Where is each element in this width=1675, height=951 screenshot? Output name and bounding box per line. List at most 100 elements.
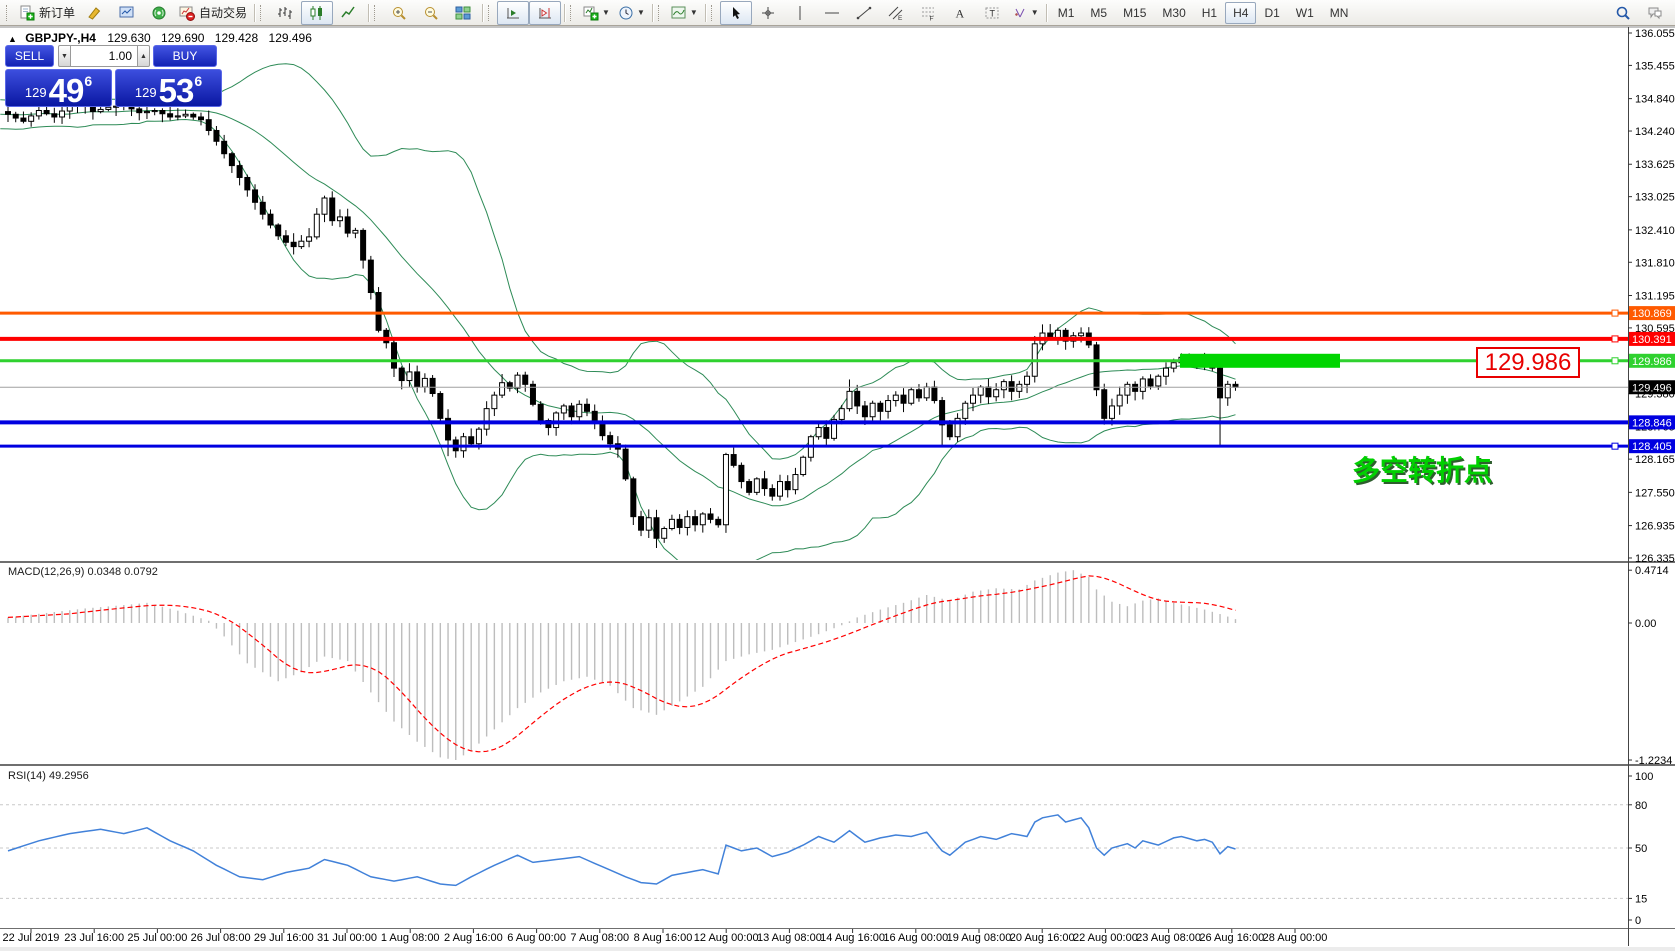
- toolbar-separator: [1045, 3, 1047, 22]
- zoom-in-button[interactable]: [383, 1, 415, 25]
- svg-text:14 Aug 16:00: 14 Aug 16:00: [820, 932, 885, 944]
- svg-text:22 Jul 2019: 22 Jul 2019: [3, 932, 60, 944]
- cursor-tool-button[interactable]: [719, 0, 752, 25]
- svg-text:127.550: 127.550: [1635, 487, 1675, 499]
- market-watch-button[interactable]: [111, 1, 143, 25]
- tile-windows-button[interactable]: [447, 1, 479, 25]
- sell-button[interactable]: SELL: [5, 45, 54, 67]
- crosshair-tool-button[interactable]: [752, 1, 784, 25]
- toolbar-group-handle[interactable]: [374, 4, 379, 21]
- svg-text:31 Jul 00:00: 31 Jul 00:00: [317, 932, 377, 944]
- tile-icon: [455, 5, 471, 21]
- svg-text:29 Jul 16:00: 29 Jul 16:00: [254, 932, 314, 944]
- zoom-out-button[interactable]: [415, 1, 447, 25]
- signals-button[interactable]: [143, 1, 175, 25]
- symbol-period-label: GBPJPY-,H4: [25, 31, 96, 45]
- svg-text:128.846: 128.846: [1632, 417, 1672, 429]
- trendline-tool-button[interactable]: [848, 1, 880, 25]
- toolbar-group-handle[interactable]: [488, 4, 493, 21]
- price-callout-box[interactable]: 129.986: [1476, 347, 1580, 378]
- svg-text:130.391: 130.391: [1632, 334, 1672, 346]
- auto-scroll-button[interactable]: [497, 0, 530, 25]
- text-label-tool-button[interactable]: T: [976, 1, 1008, 25]
- timeframe-d1-button[interactable]: D1: [1264, 5, 1280, 20]
- buy-button[interactable]: BUY: [153, 45, 217, 67]
- hline-handle[interactable]: [1611, 357, 1619, 365]
- toolbar-group-handle[interactable]: [570, 4, 575, 21]
- svg-text:134.240: 134.240: [1635, 126, 1675, 138]
- dropdown-caret-icon[interactable]: ▼: [602, 8, 610, 17]
- svg-text:128.165: 128.165: [1635, 454, 1675, 466]
- community-chat-button[interactable]: [1639, 1, 1671, 25]
- hline-handle[interactable]: [1611, 309, 1619, 317]
- svg-text:26 Jul 08:00: 26 Jul 08:00: [191, 932, 251, 944]
- dropdown-caret-icon[interactable]: ▼: [1030, 8, 1039, 17]
- timeframe-m1-button[interactable]: M1: [1057, 5, 1075, 20]
- dropdown-caret-icon[interactable]: ▼: [689, 8, 698, 17]
- svg-text:130.869: 130.869: [1632, 308, 1672, 320]
- chart-template-button[interactable]: ▼: [667, 1, 702, 25]
- horizontal-line-tool-button[interactable]: [816, 1, 848, 25]
- highlight-zone-rect[interactable]: [1180, 353, 1340, 368]
- macd-indicator-label: MACD(12,26,9) 0.0348 0.0792: [8, 566, 158, 578]
- sell-price-button[interactable]: 129 49 6: [5, 69, 112, 107]
- timeframe-h1-button[interactable]: H1: [1201, 5, 1218, 20]
- svg-text:126.935: 126.935: [1635, 521, 1675, 533]
- buy-price-button[interactable]: 129 53 6: [115, 69, 222, 107]
- arrows-tool-button[interactable]: ▼: [1008, 1, 1043, 25]
- bar-chart-mode-button[interactable]: [269, 1, 301, 25]
- svg-text:15: 15: [1635, 893, 1647, 905]
- svg-text:129.496: 129.496: [1632, 382, 1672, 394]
- auto-trading-button[interactable]: 自动交易: [175, 1, 251, 25]
- volume-decrease-button[interactable]: ▼: [58, 45, 71, 67]
- label-t-icon: T: [984, 5, 1000, 21]
- timeframe-h4-button[interactable]: H4: [1225, 1, 1257, 24]
- volume-input[interactable]: [71, 45, 137, 67]
- svg-text:25 Jul 00:00: 25 Jul 00:00: [127, 932, 187, 944]
- toolbar-separator: [254, 3, 256, 22]
- search-button[interactable]: [1607, 1, 1639, 25]
- hline-handle[interactable]: [1611, 442, 1619, 450]
- timeframe-mn-button[interactable]: MN: [1329, 5, 1349, 20]
- buy-price-sup: 6: [194, 73, 203, 89]
- candles-icon: [309, 5, 325, 21]
- timeframe-m5-button[interactable]: M5: [1090, 5, 1108, 20]
- timeframe-m15-button[interactable]: M15: [1123, 5, 1147, 20]
- toolbar-separator: [704, 3, 706, 22]
- toolbar-group-handle[interactable]: [260, 4, 265, 21]
- text-tool-button[interactable]: A: [944, 1, 976, 25]
- toolbar-group-handle[interactable]: [710, 4, 716, 21]
- svg-text:F: F: [929, 15, 933, 21]
- time-axis[interactable]: 22 Jul 2019 23 Jul 16:00 25 Jul 00:00 26 Ju…: [3, 929, 1328, 944]
- svg-text:135.455: 135.455: [1635, 60, 1675, 72]
- new-order-button[interactable]: 新订单: [15, 1, 79, 25]
- chart-shift-button[interactable]: [529, 0, 562, 25]
- svg-text:23 Aug 08:00: 23 Aug 08:00: [1136, 932, 1201, 944]
- svg-text:1 Aug 08:00: 1 Aug 08:00: [381, 932, 440, 944]
- hline-handle[interactable]: [1611, 335, 1619, 343]
- price-axis[interactable]: 136.055 135.455 134.840 134.240 133.625 133.0…: [1628, 28, 1675, 927]
- toolbar-group-handle[interactable]: [6, 4, 11, 21]
- svg-text:133.025: 133.025: [1635, 192, 1675, 204]
- chart-profiles-button[interactable]: [79, 1, 111, 25]
- toolbar-group-handle[interactable]: [657, 4, 663, 21]
- svg-text:13 Aug 08:00: 13 Aug 08:00: [757, 932, 822, 944]
- chart-symbol-header: ▲ GBPJPY-,H4 129.630 129.690 129.428 129…: [8, 31, 319, 45]
- candlestick-mode-button[interactable]: [301, 0, 334, 25]
- candles-layer: [5, 87, 1239, 548]
- new-order-label: 新订单: [39, 6, 76, 20]
- fibonacci-tool-button[interactable]: F: [912, 1, 944, 25]
- vertical-line-tool-button[interactable]: [784, 1, 816, 25]
- line-chart-mode-button[interactable]: [333, 1, 365, 25]
- svg-text:22 Aug 00:00: 22 Aug 00:00: [1073, 932, 1138, 944]
- timeframe-m30-button[interactable]: M30: [1162, 5, 1186, 20]
- collapse-trade-panel-icon[interactable]: ▲: [8, 34, 17, 44]
- trendline-icon: [856, 5, 872, 21]
- periods-button[interactable]: ▼: [614, 1, 649, 25]
- add-indicator-button[interactable]: ▼: [579, 1, 614, 25]
- volume-increase-button[interactable]: ▲: [137, 45, 150, 67]
- equidistant-channel-tool-button[interactable]: E: [880, 1, 912, 25]
- dropdown-caret-icon[interactable]: ▼: [636, 8, 645, 17]
- timeframe-w1-button[interactable]: W1: [1295, 5, 1314, 20]
